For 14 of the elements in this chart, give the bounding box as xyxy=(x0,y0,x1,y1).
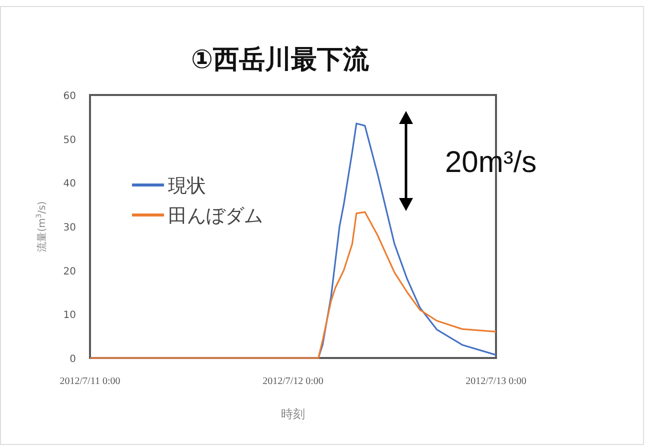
y-tick-label: 30 xyxy=(63,222,76,234)
x-tick-label: 2012/7/12 0:00 xyxy=(262,376,324,387)
y-tick-label: 40 xyxy=(63,178,76,190)
x-tick-label: 2012/7/13 0:00 xyxy=(466,376,526,387)
legend-label: 現状 xyxy=(168,175,206,197)
y-tick-label: 10 xyxy=(63,310,76,322)
legend-label: 田んぼダム xyxy=(168,205,263,227)
x-axis-title: 時刻 xyxy=(281,407,305,421)
y-tick-label: 50 xyxy=(63,134,76,146)
chart-title: ①西岳川最下流 xyxy=(190,45,370,75)
x-tick-label: 2012/7/11 0:00 xyxy=(60,376,120,387)
y-tick-label: 0 xyxy=(70,354,76,365)
y-tick-label: 60 xyxy=(63,91,76,102)
y-tick-label: 20 xyxy=(63,266,76,278)
